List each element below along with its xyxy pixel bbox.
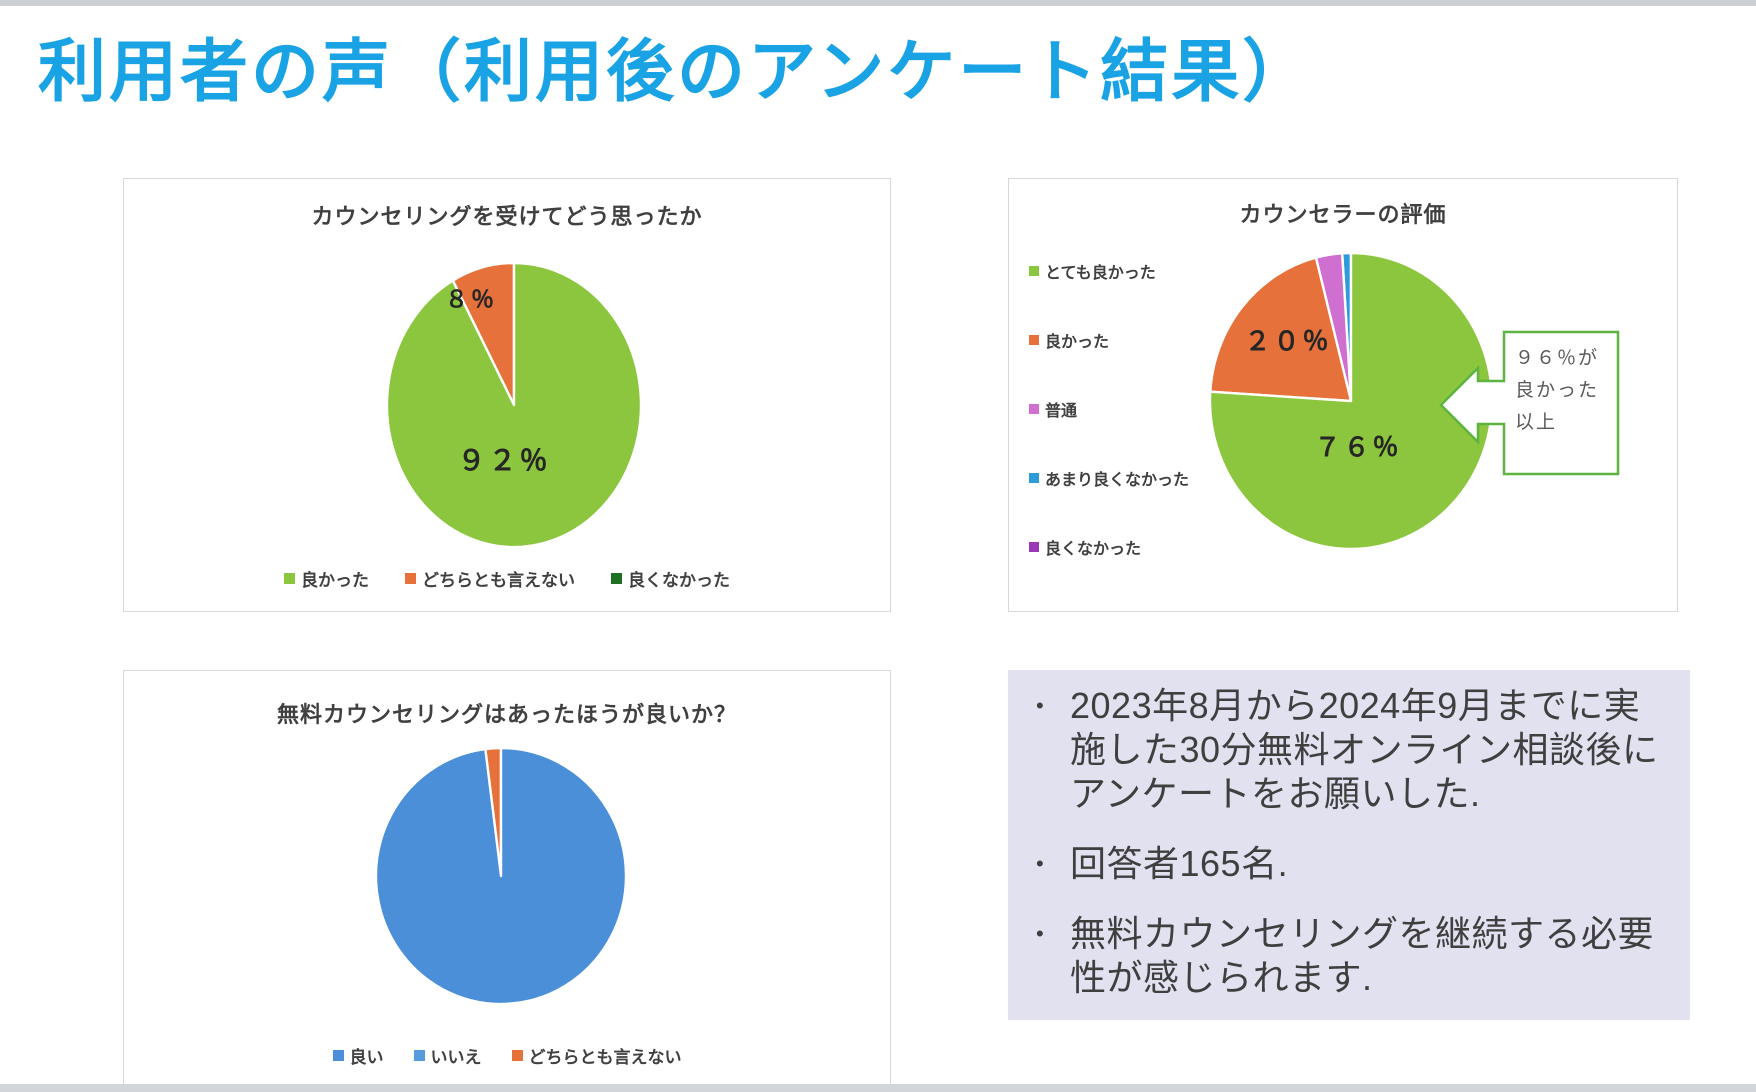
legend-swatch <box>1029 335 1039 345</box>
note-text: 回答者165名. <box>1070 843 1289 884</box>
legend-item: 普通 <box>1029 397 1189 421</box>
legend-swatch <box>1029 473 1039 483</box>
chart-title: カウンセリングを受けてどう思ったか <box>311 204 703 229</box>
chart-title: 無料カウンセリングはあったほうが良いか？ <box>276 702 737 727</box>
legend-label: いいえ <box>430 1048 482 1067</box>
note-text: 2023年8月から2024年9月までに実施した30分無料オンライン相談後にアンケ… <box>1070 685 1659 814</box>
callout-arrow-shape <box>1439 330 1620 476</box>
chart-panel-counseling-impression: カウンセリングを受けてどう思ったか ９２％ ８％ 良かった どちらとも言えない 良… <box>123 178 891 612</box>
note-item: • 無料カウンセリングを継続する必要性が感じられます. <box>1036 912 1672 1000</box>
note-text: 無料カウンセリングを継続する必要性が感じられます. <box>1070 913 1655 998</box>
pie-data-label: ８％ <box>445 286 497 312</box>
pie-slice <box>385 261 643 549</box>
legend-item: 良い <box>332 1043 384 1068</box>
pie-chart-counseling-impression: ９２％ ８％ <box>385 261 643 549</box>
legend-item: 良かった <box>284 566 369 591</box>
legend-label: 良かった <box>301 571 369 590</box>
chart-legend: とても良かった 良かった 普通 あまり良くなかった 良くなかった <box>1029 259 1189 559</box>
pie-slice <box>1208 251 1494 551</box>
legend-item: 良くなかった <box>1029 535 1189 559</box>
note-item: • 2023年8月から2024年9月までに実施した30分無料オンライン相談後にア… <box>1036 684 1672 816</box>
legend-item: いいえ <box>413 1043 482 1068</box>
bullet-icon: • <box>1036 693 1044 718</box>
legend-label: あまり良くなかった <box>1045 472 1190 489</box>
pie-chart-free-counseling <box>374 746 628 1006</box>
legend-swatch <box>1029 404 1039 414</box>
legend-item: 良かった <box>1029 328 1189 352</box>
pie-data-label: ７６％ <box>1314 432 1401 462</box>
bottom-border-strip <box>0 1084 1756 1092</box>
pie-slice <box>374 746 628 1006</box>
legend-item: 良くなかった <box>611 566 730 591</box>
legend-label: 良かった <box>1045 334 1110 351</box>
page-title: 利用者の声（利用後のアンケート結果） <box>38 34 1314 110</box>
legend-label: 良くなかった <box>1045 541 1142 558</box>
pie-chart-counselor-rating: ７６％ ２０％ <box>1208 251 1620 551</box>
pie-slice <box>1209 256 1353 403</box>
legend-swatch <box>511 1050 523 1061</box>
callout-text: ９６％が 良かった 以上 <box>1515 348 1600 433</box>
pie-data-label: ２０％ <box>1244 326 1331 356</box>
legend-label: 良くなかった <box>628 571 730 590</box>
legend-item: あまり良くなかった <box>1029 466 1189 490</box>
chart-panel-free-counseling: 無料カウンセリングはあったほうが良いか？ 良い いいえ どちらとも言えない <box>123 670 891 1085</box>
legend-swatch <box>1029 542 1039 552</box>
legend-item: どちらとも言えない <box>405 566 575 591</box>
legend-swatch <box>332 1050 344 1061</box>
legend-swatch <box>405 573 416 584</box>
top-border-strip <box>0 0 1756 6</box>
legend-swatch <box>1029 266 1039 276</box>
pie-data-label: ９２％ <box>457 445 550 476</box>
legend-item: とても良かった <box>1029 259 1189 283</box>
legend-label: どちらとも言えない <box>528 1048 682 1067</box>
legend-label: とても良かった <box>1045 265 1156 282</box>
chart-legend: 良い いいえ どちらとも言えない <box>124 1043 890 1068</box>
legend-label: 普通 <box>1045 403 1078 420</box>
legend-swatch <box>611 573 622 584</box>
legend-swatch <box>413 1050 425 1061</box>
legend-label: 良い <box>349 1048 384 1067</box>
bullet-icon: • <box>1036 851 1044 876</box>
legend-swatch <box>284 573 295 584</box>
legend-item: どちらとも言えない <box>511 1043 682 1068</box>
legend-label: どちらとも言えない <box>422 571 575 590</box>
chart-legend: 良かった どちらとも言えない 良くなかった <box>124 566 890 591</box>
survey-notes-box: • 2023年8月から2024年9月までに実施した30分無料オンライン相談後にア… <box>1008 670 1690 1020</box>
chart-panel-counselor-rating: カウンセラーの評価 ７６％ ２０％ とても良かった 良かった 普通 あまり良くなか… <box>1008 178 1678 612</box>
chart-title: カウンセラーの評価 <box>1239 202 1447 227</box>
note-item: • 回答者165名. <box>1036 842 1672 886</box>
bullet-icon: • <box>1036 921 1044 946</box>
